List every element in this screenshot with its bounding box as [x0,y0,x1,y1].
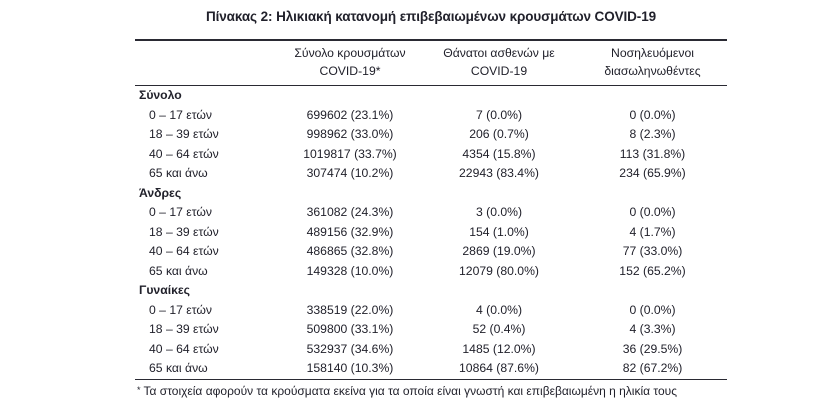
footnote-marker: * [137,384,141,395]
age-label-cell: 0 – 17 ετών [149,302,212,317]
deaths-cell: 154 (1.0%) [469,224,529,239]
table-row: 65 και άνω 158140 (10.3%) 10864 (87.6%) … [135,359,727,379]
section-header-row-women: Γυναίκες [135,281,727,301]
deaths-cell: 206 (0.7%) [469,127,529,141]
intubated-cell: 113 (31.8%) [619,146,686,161]
cases-cell: 307474 (10.2%) [306,166,394,180]
cases-cell: 149328 (10.0%) [306,263,394,278]
column-header-deaths-line1: Θάνατοι ασθενών με [443,46,555,60]
age-label-cell: 40 – 64 ετών [149,244,219,258]
column-header-intubated-line1: Νοσηλευόμενοι [611,46,694,60]
section-header-row-men: Άνδρες [135,184,727,204]
deaths-cell: 1485 (12.0%) [462,341,536,356]
deaths-cell: 52 (0.4%) [472,322,526,336]
table-row: 18 – 39 ετών 998962 (33.0%) 206 (0.7%) 8… [135,125,727,145]
covid-age-distribution-table: Σύνολο κρουσμάτων COVID-19* Θάνατοι ασθε… [135,39,727,380]
intubated-cell: 4 (3.3%) [629,322,676,336]
table-header-row: Σύνολο κρουσμάτων COVID-19* Θάνατοι ασθε… [135,40,727,86]
footnote-text: Τα στοιχεία αφορούν τα κρούσματα εκείνα … [143,383,677,398]
age-label-cell: 18 – 39 ετών [149,224,219,239]
age-label-cell: 18 – 39 ετών [149,127,219,141]
section-label: Άνδρες [139,185,182,200]
intubated-cell: 0 (0.0%) [629,205,676,219]
cases-cell: 998962 (33.0%) [306,127,394,141]
table-footnote: * Τα στοιχεία αφορούν τα κρούσματα εκείνα… [135,383,727,399]
deaths-cell: 3 (0.0%) [475,205,523,219]
age-label-cell: 40 – 64 ετών [149,341,219,356]
deaths-cell: 4354 (15.8%) [462,146,536,161]
column-header-deaths-line2: COVID-19 [470,63,528,78]
table-row: 0 – 17 ετών 361082 (24.3%) 3 (0.0%) 0 (0… [135,203,727,223]
deaths-cell: 12079 (80.0%) [459,263,539,278]
table-row: 40 – 64 ετών 532937 (34.6%) 1485 (12.0%)… [135,340,727,360]
cases-cell: 338519 (22.0%) [306,302,394,317]
deaths-cell: 22943 (83.4%) [459,166,539,180]
intubated-cell: 0 (0.0%) [629,302,676,317]
age-label-cell: 0 – 17 ετών [149,107,212,122]
column-header-intubated: Νοσηλευόμενοι διασωληνωθέντες [578,40,727,86]
table-row: 65 και άνω 307474 (10.2%) 22943 (83.4%) … [135,164,727,184]
intubated-cell: 0 (0.0%) [629,107,676,122]
intubated-cell: 36 (29.5%) [622,341,683,356]
column-header-empty [135,40,280,86]
table-row: 40 – 64 ετών 486865 (32.8%) 2869 (19.0%)… [135,242,727,262]
column-header-cases-line2: COVID-19* [319,63,381,78]
column-header-deaths: Θάνατοι ασθενών με COVID-19 [420,40,578,86]
age-label-cell: 40 – 64 ετών [149,146,219,161]
document-page: Πίνακας 2: Ηλικιακή κατανομή επιβεβαιωμέ… [135,9,727,399]
section-header-row-total: Σύνολο [135,86,727,106]
intubated-cell: 4 (1.7%) [629,224,676,239]
age-label-cell: 65 και άνω [149,166,208,180]
cases-cell: 532937 (34.6%) [306,341,394,356]
intubated-cell: 82 (67.2%) [622,361,683,375]
cases-cell: 361082 (24.3%) [306,205,394,219]
intubated-cell: 77 (33.0%) [622,244,683,258]
cases-cell: 509800 (33.1%) [306,322,394,336]
cases-cell: 158140 (10.3%) [306,361,394,375]
table-row: 65 και άνω 149328 (10.0%) 12079 (80.0%) … [135,262,727,282]
intubated-cell: 152 (65.2%) [619,263,686,278]
cases-cell: 486865 (32.8%) [306,244,394,258]
section-label: Γυναίκες [139,283,190,297]
age-label-cell: 18 – 39 ετών [149,322,219,336]
table-row: 0 – 17 ετών 338519 (22.0%) 4 (0.0%) 0 (0… [135,301,727,321]
column-header-cases: Σύνολο κρουσμάτων COVID-19* [280,40,420,86]
age-label-cell: 65 και άνω [149,361,208,375]
cases-cell: 1019817 (33.7%) [303,146,397,161]
table-body: Σύνολο 0 – 17 ετών 699602 (23.1%) 7 (0.0… [135,86,727,380]
deaths-cell: 2869 (19.0%) [462,244,536,258]
column-header-cases-line1: Σύνολο κρουσμάτων [294,46,406,60]
age-label-cell: 65 και άνω [149,263,208,278]
cases-cell: 489156 (32.9%) [306,224,394,239]
table-row: 0 – 17 ετών 699602 (23.1%) 7 (0.0%) 0 (0… [135,106,727,126]
deaths-cell: 7 (0.0%) [475,107,523,122]
deaths-cell: 10864 (87.6%) [459,361,539,375]
section-label: Σύνολο [139,88,182,102]
cases-cell: 699602 (23.1%) [306,107,394,122]
table-row: 18 – 39 ετών 509800 (33.1%) 52 (0.4%) 4 … [135,320,727,340]
table-header: Σύνολο κρουσμάτων COVID-19* Θάνατοι ασθε… [135,40,727,86]
age-label-cell: 0 – 17 ετών [149,205,212,219]
table-row: 18 – 39 ετών 489156 (32.9%) 154 (1.0%) 4… [135,223,727,243]
page-title: Πίνακας 2: Ηλικιακή κατανομή επιβεβαιωμέ… [205,9,657,24]
table-row: 40 – 64 ετών 1019817 (33.7%) 4354 (15.8%… [135,145,727,165]
deaths-cell: 4 (0.0%) [475,302,523,317]
column-header-intubated-line2: διασωληνωθέντες [604,63,701,78]
intubated-cell: 8 (2.3%) [629,127,676,141]
intubated-cell: 234 (65.9%) [619,166,686,180]
